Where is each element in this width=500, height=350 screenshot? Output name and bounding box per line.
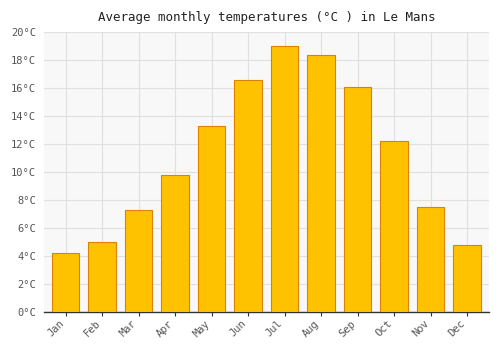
Bar: [417, 270, 444, 312]
Bar: [344, 87, 371, 312]
Bar: [308, 209, 334, 312]
Bar: [380, 244, 407, 312]
Bar: [454, 245, 480, 312]
Bar: [198, 237, 226, 312]
Bar: [380, 141, 407, 312]
Bar: [162, 175, 189, 312]
Bar: [308, 55, 334, 312]
Bar: [198, 126, 226, 312]
Bar: [344, 222, 371, 312]
Bar: [125, 210, 152, 312]
Bar: [454, 285, 480, 312]
Bar: [52, 288, 80, 312]
Bar: [52, 253, 80, 312]
Bar: [417, 207, 444, 312]
Bar: [234, 80, 262, 312]
Bar: [271, 46, 298, 312]
Bar: [271, 205, 298, 312]
Bar: [125, 271, 152, 312]
Bar: [162, 257, 189, 312]
Bar: [88, 242, 116, 312]
Bar: [234, 219, 262, 312]
Bar: [88, 284, 116, 312]
Title: Average monthly temperatures (°C ) in Le Mans: Average monthly temperatures (°C ) in Le…: [98, 11, 435, 24]
